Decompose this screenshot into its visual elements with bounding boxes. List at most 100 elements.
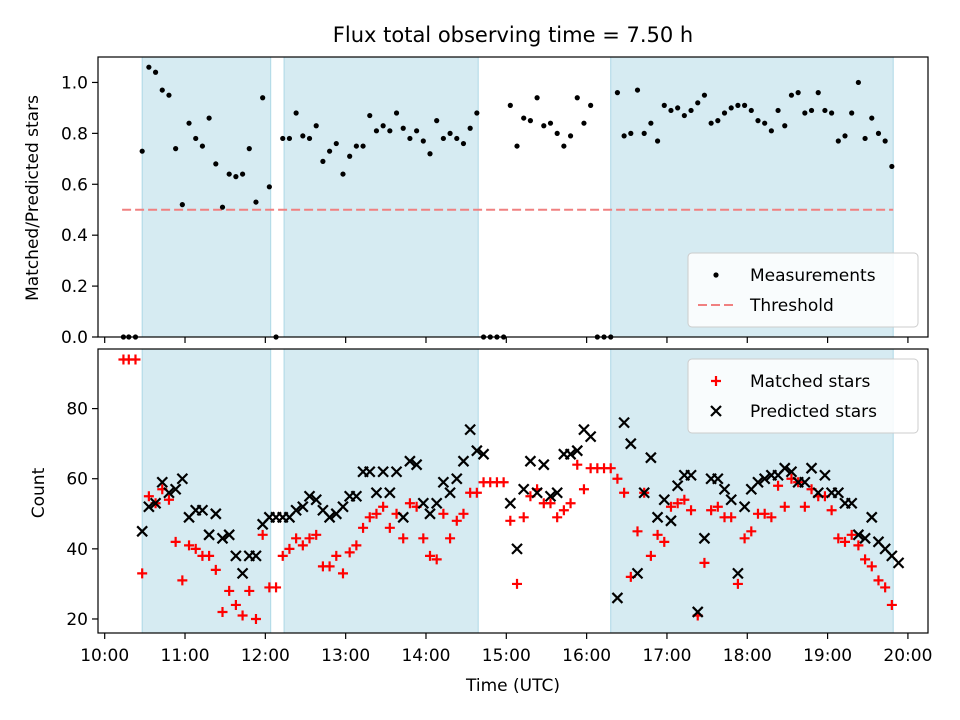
top-dot-point-94 bbox=[748, 107, 754, 114]
bottom-plus-point-53 bbox=[471, 487, 482, 498]
bottom-x-point-96 bbox=[819, 469, 831, 481]
top-dot-point-101 bbox=[795, 90, 801, 96]
top-dot-point-85 bbox=[688, 107, 694, 114]
bottom-x-point-3 bbox=[156, 476, 169, 489]
bottom-x-point-72 bbox=[658, 493, 671, 506]
bottom-x-point-86 bbox=[752, 476, 764, 489]
bottom-plus-point-33 bbox=[337, 568, 348, 579]
top-chart-ylabel: Matched/Predicted stars bbox=[23, 95, 43, 301]
top-dot-point-90 bbox=[721, 110, 728, 116]
bottom-x-point-70 bbox=[645, 451, 657, 464]
bottom-plus-point-115 bbox=[886, 599, 897, 610]
top-dot-point-93 bbox=[741, 102, 748, 108]
bottom-x-point-69 bbox=[638, 486, 650, 499]
top-dot-point-31 bbox=[326, 148, 333, 154]
bottom-x-point-46 bbox=[444, 486, 456, 499]
bottom-ytick-label-1: 40 bbox=[66, 540, 88, 560]
top-dot-point-97 bbox=[768, 128, 774, 134]
top-dot-point-9 bbox=[179, 202, 185, 208]
top-chart-title: Flux total observing time = 7.50 h bbox=[333, 23, 693, 47]
top-dot-point-76 bbox=[628, 130, 634, 136]
top-dot-point-77 bbox=[634, 87, 641, 93]
bottom-x-point-68 bbox=[631, 567, 644, 580]
top-dot-point-88 bbox=[708, 120, 714, 126]
bottom-x-point-23 bbox=[290, 504, 302, 517]
bottom-plus-point-84 bbox=[679, 494, 690, 505]
top-dot-point-38 bbox=[373, 128, 380, 134]
top-dot-point-12 bbox=[199, 143, 206, 149]
top-dot-point-113 bbox=[875, 130, 882, 136]
bottom-plus-point-88 bbox=[706, 505, 717, 516]
bottom-x-point-49 bbox=[464, 423, 476, 436]
top-dot-point-53 bbox=[474, 110, 480, 116]
top-dot-point-19 bbox=[246, 146, 252, 152]
top-dot-point-6 bbox=[159, 87, 165, 93]
bottom-x-point-25 bbox=[303, 490, 316, 503]
bottom-x-point-100 bbox=[845, 497, 858, 510]
top-ytick-label-4: 0.8 bbox=[61, 124, 88, 144]
bottom-plus-point-16 bbox=[224, 585, 235, 596]
bottom-x-point-102 bbox=[859, 532, 871, 545]
bottom-shaded-span-1 bbox=[283, 348, 479, 634]
bottom-x-point-84 bbox=[738, 501, 751, 513]
bottom-x-point-90 bbox=[778, 462, 791, 474]
top-dot-point-13 bbox=[206, 115, 212, 121]
bottom-x-point-40 bbox=[404, 455, 416, 467]
bottom-plus-point-110 bbox=[853, 540, 864, 551]
bottom-xtick-label-5: 15:00 bbox=[482, 646, 531, 666]
bottom-x-point-44 bbox=[430, 497, 443, 510]
top-axes-frame bbox=[97, 56, 929, 338]
bottom-plus-point-94 bbox=[746, 526, 757, 537]
bottom-x-point-2 bbox=[149, 497, 162, 510]
top-dot-point-15 bbox=[219, 204, 226, 210]
bottom-plus-point-111 bbox=[860, 554, 871, 565]
top-dot-point-21 bbox=[260, 95, 266, 101]
bottom-plus-point-17 bbox=[230, 599, 241, 610]
bottom-x-point-76 bbox=[685, 469, 697, 481]
top-legend-label-1: Threshold bbox=[749, 296, 834, 316]
top-shaded-span-0 bbox=[141, 56, 272, 338]
top-legend: Measurements Threshold bbox=[687, 252, 919, 328]
bottom-plus-point-114 bbox=[880, 582, 891, 593]
bottom-plus-point-42 bbox=[398, 533, 409, 544]
top-ytick-label-3: 0.6 bbox=[61, 175, 88, 195]
bottom-plus-point-83 bbox=[672, 498, 683, 509]
bottom-plus-point-107 bbox=[833, 533, 844, 544]
bottom-plus-point-46 bbox=[425, 550, 435, 561]
top-dot-point-39 bbox=[380, 123, 386, 129]
top-dot-point-67 bbox=[567, 133, 574, 139]
bottom-plus-point-109 bbox=[846, 529, 857, 540]
bottom-plus-point-96 bbox=[759, 508, 770, 519]
bottom-plus-point-39 bbox=[378, 501, 389, 512]
bottom-x-point-24 bbox=[297, 501, 309, 513]
top-dot-point-74 bbox=[614, 90, 621, 96]
bottom-x-point-52 bbox=[504, 497, 517, 510]
top-dot-point-82 bbox=[668, 107, 674, 114]
bottom-x-point-15 bbox=[236, 567, 249, 580]
top-dot-point-41 bbox=[393, 110, 400, 116]
bottom-x-point-17 bbox=[250, 550, 262, 562]
top-dot-point-86 bbox=[695, 100, 701, 106]
bottom-xtick-label-0: 10:00 bbox=[80, 646, 129, 666]
bottom-axes-frame bbox=[97, 348, 929, 634]
top-dot-point-109 bbox=[849, 110, 855, 116]
top-dot-point-115 bbox=[889, 163, 895, 170]
bottom-plus-point-38 bbox=[371, 508, 382, 519]
bottom-xtick-label-3: 13:00 bbox=[321, 646, 370, 666]
bottom-x-point-101 bbox=[852, 529, 865, 541]
bottom-plus-point-59 bbox=[512, 578, 523, 589]
top-dot-point-66 bbox=[561, 143, 567, 149]
top-dot-point-75 bbox=[621, 133, 627, 139]
top-dot-point-45 bbox=[420, 138, 426, 144]
top-dot-point-28 bbox=[306, 135, 313, 142]
bottom-x-point-80 bbox=[712, 472, 724, 485]
top-dot-point-49 bbox=[447, 130, 453, 136]
bottom-legend-box bbox=[687, 358, 919, 434]
bottom-plus-point-24 bbox=[277, 550, 288, 561]
bottom-legend: Matched stars Predicted stars bbox=[687, 358, 919, 434]
bottom-plus-point-8 bbox=[170, 536, 181, 547]
bottom-plus-point-11 bbox=[190, 543, 201, 554]
bottom-x-point-82 bbox=[725, 493, 737, 506]
top-dot-point-65 bbox=[554, 130, 560, 136]
